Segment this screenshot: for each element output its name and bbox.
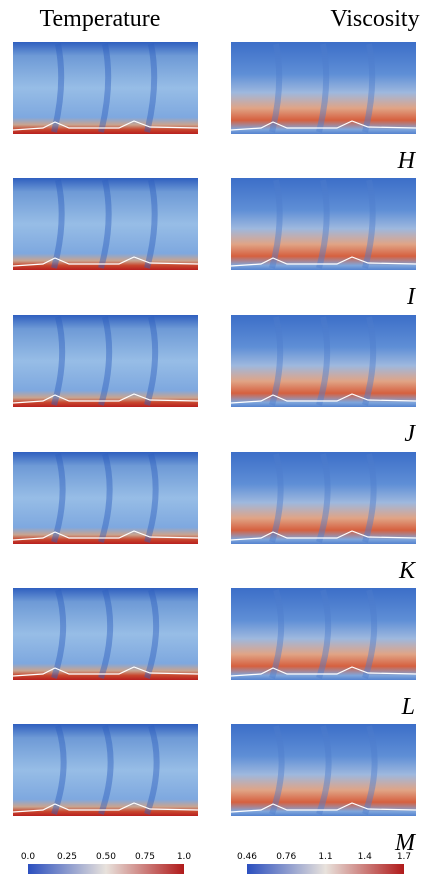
viscosity-panel — [231, 315, 416, 407]
plume — [144, 43, 158, 133]
interface-line — [12, 802, 199, 813]
plume — [98, 316, 113, 406]
interface-line — [230, 256, 417, 267]
interface-line — [12, 120, 199, 131]
plume — [316, 589, 332, 679]
plume — [144, 589, 160, 679]
plume — [316, 43, 330, 133]
plume — [316, 179, 330, 269]
colorbar-tick-label: 1.1 — [318, 852, 332, 862]
plume — [362, 316, 377, 406]
plume — [316, 453, 331, 543]
plume — [98, 453, 113, 543]
colorbar-tick-label: 0.0 — [21, 852, 36, 862]
interface-line — [12, 666, 199, 677]
temperature-panel — [13, 178, 198, 270]
colorbar-tick-label: 1.0 — [177, 852, 192, 862]
temperature-panel — [13, 452, 198, 544]
plume — [98, 179, 112, 269]
colorbar-tick-label: 1.4 — [358, 852, 373, 862]
interface-line — [230, 120, 417, 131]
interface-line — [12, 256, 199, 267]
plume — [144, 725, 160, 816]
interface-line — [230, 666, 417, 677]
colorbar-tick-label: 1.7 — [397, 852, 411, 862]
row-label: M — [394, 830, 417, 856]
plume — [362, 589, 378, 679]
interface-line — [12, 530, 199, 541]
plume — [316, 316, 331, 406]
column-title: Viscosity — [330, 6, 419, 32]
temperature-panel — [13, 724, 198, 816]
plume — [362, 725, 378, 816]
plume — [144, 316, 159, 406]
temperature-panel — [13, 315, 198, 407]
interface-line — [230, 802, 417, 813]
row-label: K — [398, 558, 417, 584]
viscosity-panel — [231, 724, 416, 816]
viscosity-panel — [231, 42, 416, 134]
colorbar-tick-label: 0.25 — [57, 852, 77, 862]
plume — [362, 179, 376, 269]
row-label: J — [404, 421, 416, 447]
plume — [98, 725, 114, 816]
viscosity-panel — [231, 452, 416, 544]
colorbar — [247, 864, 404, 874]
interface-line — [230, 393, 417, 404]
plume — [98, 43, 112, 133]
colorbar-tick-label: 0.46 — [237, 852, 257, 862]
row-label: H — [397, 148, 417, 174]
plume — [144, 453, 159, 543]
interface-line — [230, 530, 417, 541]
colorbar — [28, 864, 184, 874]
colorbar-tick-label: 0.75 — [135, 852, 155, 862]
plume — [362, 453, 377, 543]
plume — [362, 43, 376, 133]
row-label: L — [401, 694, 415, 720]
interface-line — [12, 393, 199, 404]
colorbar-tick-label: 0.50 — [96, 852, 116, 862]
colorbar-tick-label: 0.76 — [276, 852, 296, 862]
plume — [144, 179, 158, 269]
plume — [98, 589, 114, 679]
viscosity-panel — [231, 178, 416, 270]
viscosity-panel — [231, 588, 416, 680]
plume — [316, 725, 332, 816]
temperature-panel — [13, 42, 198, 134]
row-label: I — [406, 284, 416, 310]
column-title: Temperature — [40, 6, 161, 32]
temperature-panel — [13, 588, 198, 680]
